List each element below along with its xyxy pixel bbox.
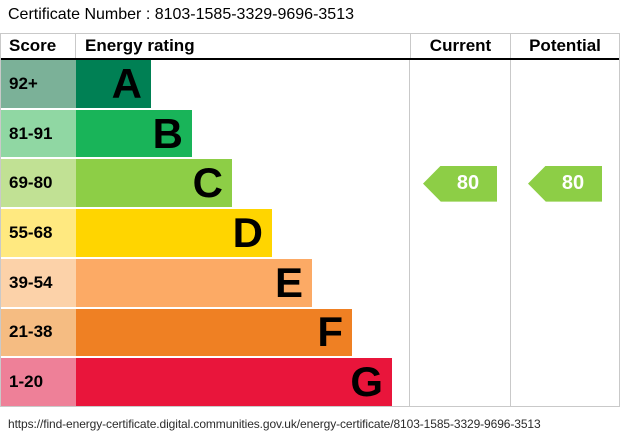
band-bar-a: A xyxy=(76,60,151,108)
band-row-f: 21-38 F xyxy=(1,308,410,359)
band-bar-d: D xyxy=(76,209,272,257)
potential-rating-arrow: 80 xyxy=(528,165,602,202)
band-row-b: 81-91 B xyxy=(1,109,410,160)
header-energy-rating: Energy rating xyxy=(85,36,195,55)
current-rating-arrow: 80 xyxy=(423,165,497,202)
energy-rating-table: Score Energy rating Current Potential 92… xyxy=(0,33,620,407)
rating-bands: 92+ A 81-91 B 69-80 C 55-68 D 39-54 E 21-38 F 1-20 G xyxy=(1,60,410,407)
table-header-row: Score Energy rating Current Potential xyxy=(1,34,619,60)
certificate-number: Certificate Number : 8103-1585-3329-9696… xyxy=(8,6,354,23)
header-current: Current xyxy=(410,34,510,58)
band-bar-c: C xyxy=(76,159,232,208)
header-potential: Potential xyxy=(510,34,619,58)
potential-column: 80 xyxy=(510,60,619,406)
score-range-f: 21-38 xyxy=(1,308,76,357)
band-row-a: 92+ A xyxy=(1,60,410,110)
band-row-e: 39-54 E xyxy=(1,258,410,309)
band-row-d: 55-68 D xyxy=(1,209,410,259)
score-range-a: 92+ xyxy=(1,60,76,108)
score-range-b: 81-91 xyxy=(1,109,76,158)
current-column: 80 xyxy=(409,60,510,406)
band-bar-e: E xyxy=(76,258,312,307)
band-bar-g: G xyxy=(76,358,392,407)
score-range-c: 69-80 xyxy=(1,159,76,208)
certificate-url: https://find-energy-certificate.digital.… xyxy=(8,417,541,431)
band-row-c: 69-80 C xyxy=(1,159,410,210)
score-range-d: 55-68 xyxy=(1,209,76,257)
score-range-g: 1-20 xyxy=(1,358,76,407)
band-row-g: 1-20 G xyxy=(1,358,410,407)
band-bar-f: F xyxy=(76,308,352,357)
score-range-e: 39-54 xyxy=(1,258,76,307)
band-bar-b: B xyxy=(76,109,192,158)
header-score: Score xyxy=(1,34,76,58)
